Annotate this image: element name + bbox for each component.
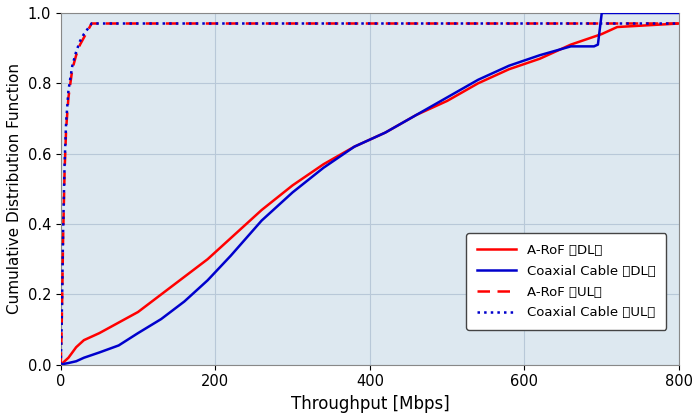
Coaxial Cable （UL） [64,88,73,93]
Coaxial Cable （DL） [350,144,358,149]
A-RoF （UL） [57,334,66,339]
A-RoF （DL） [95,331,104,336]
A-RoF （DL） [60,359,69,364]
A-RoF （DL） [536,56,544,61]
A-RoF （DL） [68,350,76,355]
Coaxial Cable （DL） [204,278,212,283]
A-RoF （UL） [57,362,65,368]
A-RoF （DL） [64,355,73,360]
A-RoF （DL） [180,274,188,279]
A-RoF （DL） [350,144,358,149]
Coaxial Cable （DL） [474,77,482,82]
A-RoF （UL） [80,35,88,40]
A-RoF （DL） [598,32,606,37]
Coaxial Cable （DL） [412,113,421,118]
Coaxial Cable （DL） [227,253,235,258]
Coaxial Cable （DL） [319,165,328,170]
A-RoF （UL） [60,169,69,174]
A-RoF （DL） [57,362,65,368]
Coaxial Cable （DL） [72,359,80,364]
A-RoF （DL） [675,21,683,26]
A-RoF （UL） [76,42,84,47]
Line: A-RoF （DL）: A-RoF （DL） [61,24,679,365]
Coaxial Cable （UL） [57,331,66,336]
A-RoF （DL） [412,113,421,118]
A-RoF （UL） [62,126,70,131]
Coaxial Cable （DL） [57,362,65,368]
A-RoF （DL） [80,338,88,343]
Coaxial Cable （DL） [134,331,142,336]
Line: Coaxial Cable （UL）: Coaxial Cable （UL） [61,24,679,365]
Coaxial Cable （DL） [157,317,165,322]
A-RoF （DL） [613,24,622,29]
Coaxial Cable （DL） [536,52,544,58]
Coaxial Cable （DL） [80,355,88,360]
Coaxial Cable （UL） [60,162,69,167]
Coaxial Cable （UL） [675,21,683,26]
Coaxial Cable （UL） [76,39,84,44]
Coaxial Cable （DL） [594,42,602,47]
Coaxial Cable （DL） [180,299,188,304]
X-axis label: Throughput [Mbps]: Throughput [Mbps] [290,395,449,413]
Coaxial Cable （DL） [590,44,598,49]
Coaxial Cable （DL） [566,44,575,49]
A-RoF （UL） [68,67,76,72]
Coaxial Cable （DL） [675,10,683,16]
Coaxial Cable （DL） [115,343,123,348]
Coaxial Cable （DL） [60,361,69,366]
A-RoF （UL） [88,21,96,26]
Coaxial Cable （DL） [505,63,513,68]
A-RoF （DL） [566,42,575,47]
Coaxial Cable （UL） [62,120,70,125]
Y-axis label: Cumulative Distribution Function: Cumulative Distribution Function [7,63,22,314]
A-RoF （DL） [258,207,266,213]
A-RoF （UL） [59,239,67,244]
Coaxial Cable （UL） [80,32,88,37]
A-RoF （DL） [381,130,389,135]
A-RoF （UL） [58,292,66,297]
A-RoF （DL） [227,236,235,241]
Line: Coaxial Cable （DL）: Coaxial Cable （DL） [61,13,679,365]
A-RoF （DL） [443,98,452,103]
Coaxial Cable （DL） [381,130,389,135]
Coaxial Cable （UL） [88,21,96,26]
Coaxial Cable （UL） [72,49,80,54]
A-RoF （UL） [64,95,73,100]
Coaxial Cable （UL） [57,362,65,368]
Line: A-RoF （UL）: A-RoF （UL） [61,24,679,365]
A-RoF （DL） [505,67,513,72]
Coaxial Cable （UL） [68,63,76,68]
A-RoF （DL） [474,81,482,86]
A-RoF （DL） [204,257,212,262]
A-RoF （DL） [115,320,123,325]
A-RoF （DL） [134,310,142,315]
A-RoF （UL） [675,21,683,26]
A-RoF （DL） [319,162,328,167]
Coaxial Cable （DL） [443,95,452,100]
A-RoF （DL） [157,292,165,297]
Coaxial Cable （UL） [59,232,67,237]
Coaxial Cable （UL） [58,285,66,290]
A-RoF （UL） [72,52,80,58]
Coaxial Cable （DL） [64,360,73,365]
A-RoF （DL） [288,183,297,188]
Legend: A-RoF （DL）, Coaxial Cable （DL）, A-RoF （UL）, Coaxial Cable （UL）: A-RoF （DL）, Coaxial Cable （DL）, A-RoF （U… [466,233,666,330]
Coaxial Cable （DL） [288,190,297,195]
A-RoF （DL） [72,345,80,350]
Coaxial Cable （DL） [258,218,266,223]
Coaxial Cable （DL） [95,350,104,355]
Coaxial Cable （DL） [598,10,606,16]
